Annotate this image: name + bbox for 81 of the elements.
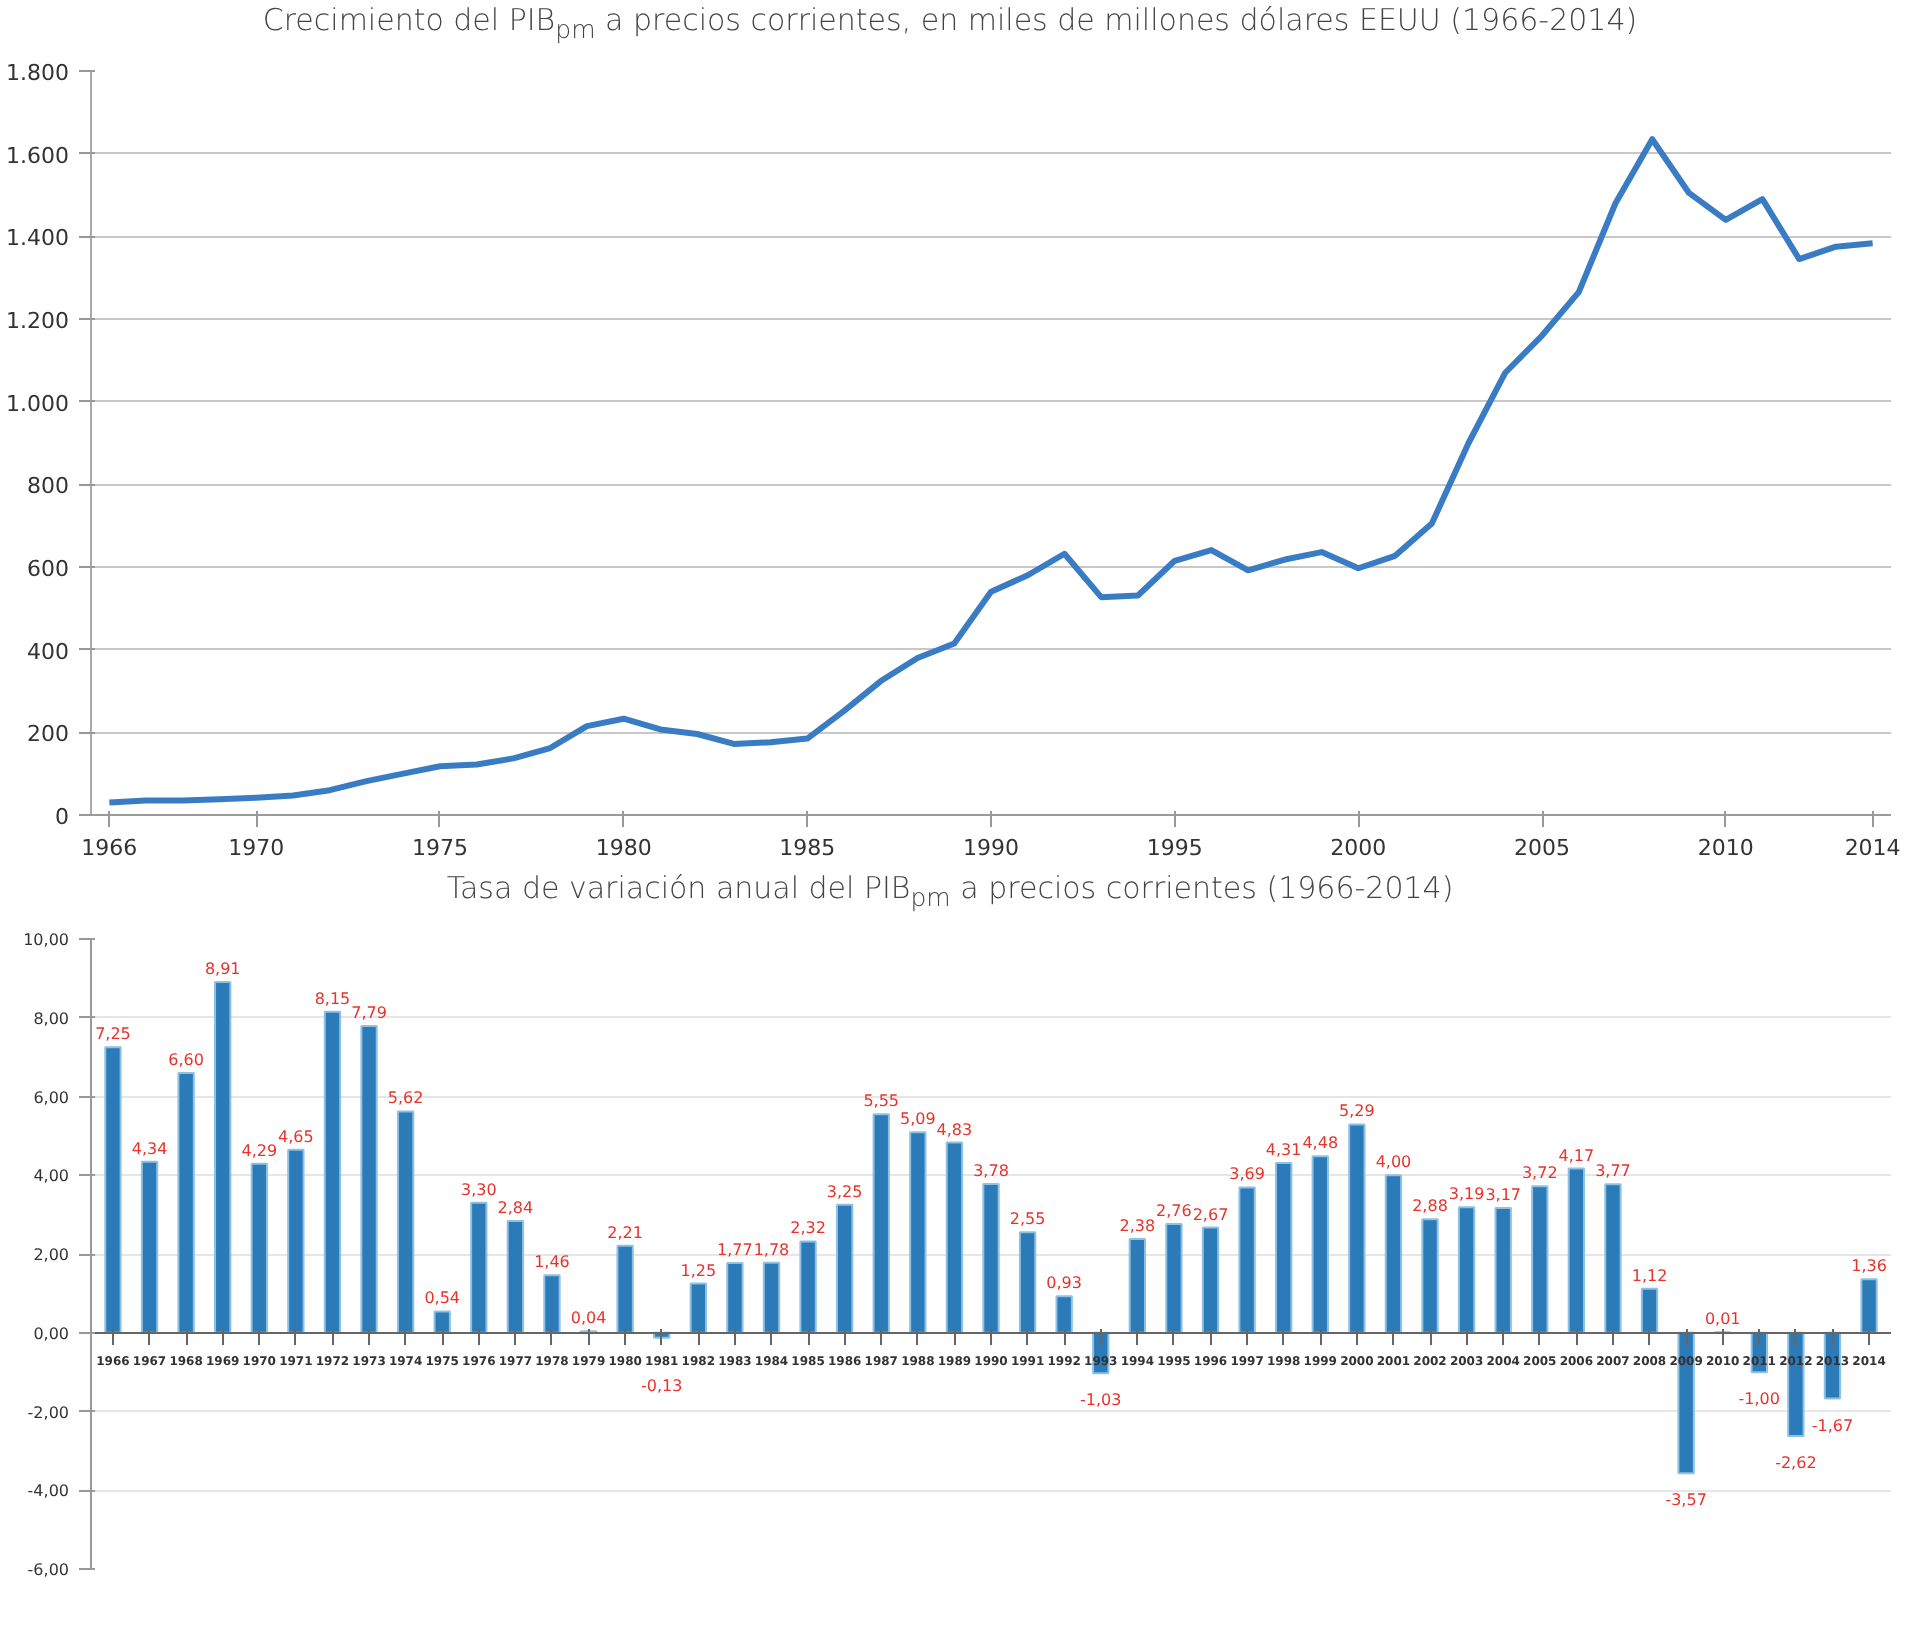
y-tick-label: -4,00 — [27, 1482, 70, 1501]
data-label: 3,78 — [973, 1161, 1009, 1180]
y-tick-label: 0,00 — [33, 1324, 69, 1343]
data-label: 8,91 — [204, 959, 241, 978]
chart-title: Crecimiento del PIB$_{pm}$ a precios corrientes, en miles de millones dólares EEUU (1966-2014) — [260, 0, 1640, 48]
data-label: 4,29 — [241, 1141, 278, 1160]
x-tick-label: 1980 — [595, 835, 652, 861]
data-label: 2,76 — [1156, 1202, 1192, 1221]
y-tick-label: 1.200 — [6, 308, 70, 334]
y-tick-label: 1.400 — [6, 225, 70, 252]
data-label: 2,32 — [790, 1219, 826, 1238]
data-label: 4,65 — [278, 1127, 314, 1146]
data-label: 3,30 — [460, 1180, 497, 1199]
y-tick-label: 200 — [27, 721, 70, 748]
x-tick-label: 1970 — [228, 835, 285, 861]
data-label: 4,48 — [1302, 1134, 1339, 1153]
data-label: -1,03 — [1080, 1391, 1122, 1410]
y-tick-label: 10,00 — [23, 931, 70, 949]
data-label: 3,69 — [1229, 1165, 1265, 1184]
data-label: 1,46 — [534, 1253, 570, 1272]
data-label: 1,36 — [1851, 1257, 1887, 1276]
data-label: 0,04 — [570, 1309, 607, 1328]
data-label: 2,88 — [1412, 1197, 1448, 1216]
data-label: 4,00 — [1375, 1153, 1412, 1172]
y-tick-label: 6,00 — [33, 1088, 69, 1107]
y-tick-label: -6,00 — [27, 1561, 70, 1579]
data-label: 0,54 — [424, 1289, 461, 1308]
y-tick-label: 4,00 — [33, 1167, 69, 1186]
y-tick-label: 400 — [27, 638, 70, 665]
data-label: -1,67 — [1811, 1416, 1854, 1435]
data-label: -2,62 — [1775, 1453, 1817, 1472]
y-tick-label: -2,00 — [27, 1403, 70, 1422]
data-label: 3,72 — [1521, 1164, 1558, 1183]
data-label: 1,12 — [1631, 1266, 1668, 1285]
chart-title: Tasa de variación anual del PIB$_{pm}$ a precios corrientes (1966-2014) — [444, 868, 1456, 916]
data-label: 5,62 — [387, 1089, 424, 1108]
y-tick-label: 1.600 — [6, 142, 70, 169]
y-tick-label: 8,00 — [33, 1009, 69, 1028]
data-label: -1,00 — [1738, 1390, 1780, 1409]
data-label: 4,83 — [936, 1120, 973, 1139]
data-label: 2,67 — [1192, 1205, 1229, 1224]
data-label: -0,13 — [641, 1376, 683, 1395]
data-label: 8,15 — [314, 989, 351, 1008]
x-tick-label: 2005 — [1514, 835, 1571, 861]
data-label: 2,84 — [497, 1198, 534, 1217]
y-tick-label: 0 — [55, 804, 69, 830]
x-tick-label: 2014 — [1844, 835, 1901, 861]
data-label: 3,17 — [1485, 1185, 1522, 1204]
y-tick-label: 600 — [27, 556, 70, 582]
data-label: 6,60 — [168, 1050, 204, 1069]
y-tick-label: 1.000 — [6, 390, 70, 417]
data-label: 2,55 — [1009, 1210, 1046, 1229]
data-label: 3,25 — [826, 1182, 863, 1201]
x-tick-label: 1966 — [81, 835, 138, 861]
x-tick-label: 1990 — [963, 835, 1020, 861]
x-tick-label: 2000 — [1330, 835, 1387, 861]
data-label: 4,31 — [1265, 1141, 1302, 1160]
data-label: 4,34 — [131, 1139, 168, 1158]
data-label: 0,93 — [1046, 1274, 1082, 1293]
y-tick-label: 800 — [27, 473, 70, 500]
data-label: 4,17 — [1558, 1146, 1595, 1165]
x-tick-label: 1975 — [411, 835, 468, 861]
data-label: 0,01 — [1704, 1310, 1741, 1329]
data-label: 2,38 — [1119, 1217, 1156, 1236]
data-label: 5,29 — [1339, 1102, 1375, 1121]
data-label: 2,21 — [607, 1223, 643, 1242]
data-label: 1,25 — [680, 1261, 717, 1280]
x-tick-label: 1995 — [1146, 835, 1203, 861]
data-label: 7,79 — [351, 1004, 387, 1023]
data-label: 7,25 — [95, 1025, 131, 1044]
data-label: 1,78 — [753, 1240, 790, 1259]
data-label: 3,77 — [1595, 1162, 1631, 1181]
y-tick-label: 1.800 — [6, 60, 70, 86]
data-label: -3,57 — [1665, 1491, 1707, 1510]
data-label: 3,19 — [1448, 1185, 1485, 1204]
data-label: 5,09 — [900, 1110, 936, 1129]
data-label: 1,77 — [717, 1241, 753, 1260]
x-tick-label: 1985 — [779, 835, 836, 861]
x-tick-label: 2010 — [1697, 835, 1754, 861]
y-tick-label: 2,00 — [33, 1246, 69, 1264]
data-label: 5,55 — [863, 1092, 900, 1111]
